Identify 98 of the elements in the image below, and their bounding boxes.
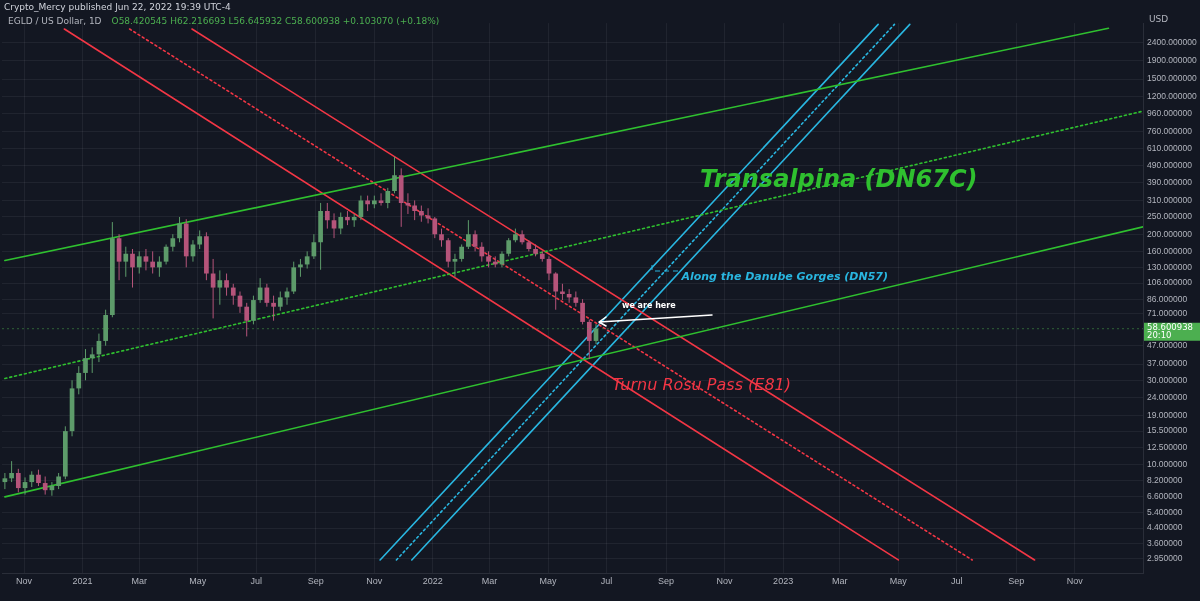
x-tick-label: Jul [600, 576, 613, 587]
candlestick [338, 212, 344, 235]
y-tick-label: 1500.000000 [1147, 73, 1197, 84]
y-tick-label: 15.500000 [1147, 425, 1188, 436]
candlestick [150, 250, 156, 275]
candlestick [378, 192, 384, 207]
candlestick [157, 255, 162, 278]
y-tick-label: 200.000000 [1147, 228, 1193, 239]
x-tick-label: Jul [951, 576, 963, 587]
candlestick [412, 199, 417, 221]
candlestick [251, 295, 256, 325]
text: Crypto_Mercy published Jun 22, 2022 19:39 UTC-4 [3, 1, 232, 14]
y-tick-label: 490.000000 [1147, 159, 1193, 170]
candlestick [439, 228, 444, 248]
y-tick-label: 1900.000000 [1147, 55, 1197, 66]
candlestick [331, 212, 337, 239]
candlestick [123, 246, 129, 278]
candlestick [15, 468, 21, 493]
candlestick [271, 295, 276, 322]
candlestick [277, 291, 283, 312]
candlestick [432, 216, 438, 239]
x-tick-label: Sep [1008, 576, 1025, 587]
y-axis-title: USD [1149, 14, 1169, 25]
y-tick-label: 2.950000 [1147, 553, 1183, 564]
candlestick [42, 476, 48, 496]
y-tick-label: 960.000000 [1147, 107, 1193, 118]
y-tick-label: 130.000000 [1147, 261, 1193, 272]
y-tick-label: 1200.000000 [1147, 90, 1197, 101]
y-tick-label: 8.200000 [1147, 474, 1183, 485]
candlestick [9, 460, 14, 483]
candlestick [580, 298, 585, 325]
y-tick-label: 30.000000 [1147, 374, 1188, 385]
x-tick-label: Nov [366, 576, 383, 587]
candlestick [217, 269, 223, 306]
candlestick [83, 348, 88, 381]
y-tick-label: 106.000000 [1147, 277, 1193, 288]
y-tick-label: 310.000000 [1147, 194, 1193, 205]
y-tick-label: 760.000000 [1147, 125, 1193, 136]
candlestick [466, 219, 471, 250]
y-tick-label: 19.000000 [1147, 409, 1188, 420]
candlestick [177, 216, 182, 243]
y-tick-label: 5.400000 [1147, 506, 1183, 517]
x-tick-label: Nov [716, 576, 734, 587]
x-tick-label: May [539, 576, 558, 587]
candlestick [197, 229, 203, 250]
y-tick-label: 47.000000 [1147, 340, 1188, 351]
y-tick-label: 3.600000 [1147, 537, 1183, 548]
y-tick-label: 12.500000 [1147, 442, 1188, 453]
y-tick-label: 2400.000000 [1147, 37, 1197, 48]
candlestick [324, 202, 330, 230]
x-tick-label: Sep [658, 576, 675, 587]
candlestick [586, 319, 592, 360]
y-tick-label: 86.000000 [1147, 293, 1188, 304]
x-tick-label: 2021 [72, 576, 93, 587]
candlestick [76, 365, 82, 395]
candlestick [244, 302, 250, 337]
candlestick [130, 248, 135, 289]
candlestick [385, 187, 391, 209]
y-tick-label: 4.400000 [1147, 522, 1183, 533]
y-tick-label: 610.000000 [1147, 142, 1193, 153]
x-tick-label: Jul [250, 576, 263, 587]
x-tick-label: May [189, 576, 207, 587]
candlestick [89, 346, 95, 374]
candlestick [143, 248, 149, 271]
text: 20:10 [1147, 329, 1172, 340]
y-tick-label: 37.000000 [1147, 358, 1188, 369]
candlestick [425, 207, 431, 224]
ref-line-label: 58.600938 [1147, 321, 1193, 332]
x-tick-label: Mar [832, 576, 848, 587]
x-tick-label: Sep [307, 576, 324, 587]
y-tick-label: 24.000000 [1147, 391, 1188, 402]
x-tick-label: Mar [481, 576, 498, 587]
x-tick-label: Nov [16, 576, 33, 587]
candlestick [506, 237, 512, 257]
annotation: Along the Danube Gorges (DN57) [680, 270, 888, 284]
candlestick [136, 250, 142, 275]
x-tick-label: Nov [1066, 576, 1084, 587]
x-tick-label: 2023 [773, 576, 794, 587]
y-tick-label: 390.000000 [1147, 177, 1193, 188]
candlestick [230, 283, 236, 306]
y-tick-label: 71.000000 [1147, 308, 1188, 319]
annotation: O58.420545 H62.216693 L56.645932 C58.600938 +0.103070 (+0.18%) [111, 16, 440, 27]
candlestick [573, 291, 579, 308]
x-tick-label: May [889, 576, 908, 587]
candlestick [553, 271, 559, 311]
x-tick-label: Mar [131, 576, 147, 587]
y-tick-label: 160.000000 [1147, 245, 1193, 256]
candlestick [479, 241, 485, 263]
y-tick-label: 250.000000 [1147, 211, 1193, 222]
candlestick [392, 156, 397, 194]
x-tick-label: 2022 [422, 576, 443, 587]
candlestick [452, 253, 458, 278]
y-tick-label: 6.600000 [1147, 491, 1183, 502]
chart-title: EGLD / US Dollar, 1D [8, 16, 102, 27]
y-tick-label: 10.000000 [1147, 459, 1188, 470]
candlestick [224, 273, 229, 297]
candlestick [405, 192, 411, 215]
candlestick [445, 237, 451, 268]
